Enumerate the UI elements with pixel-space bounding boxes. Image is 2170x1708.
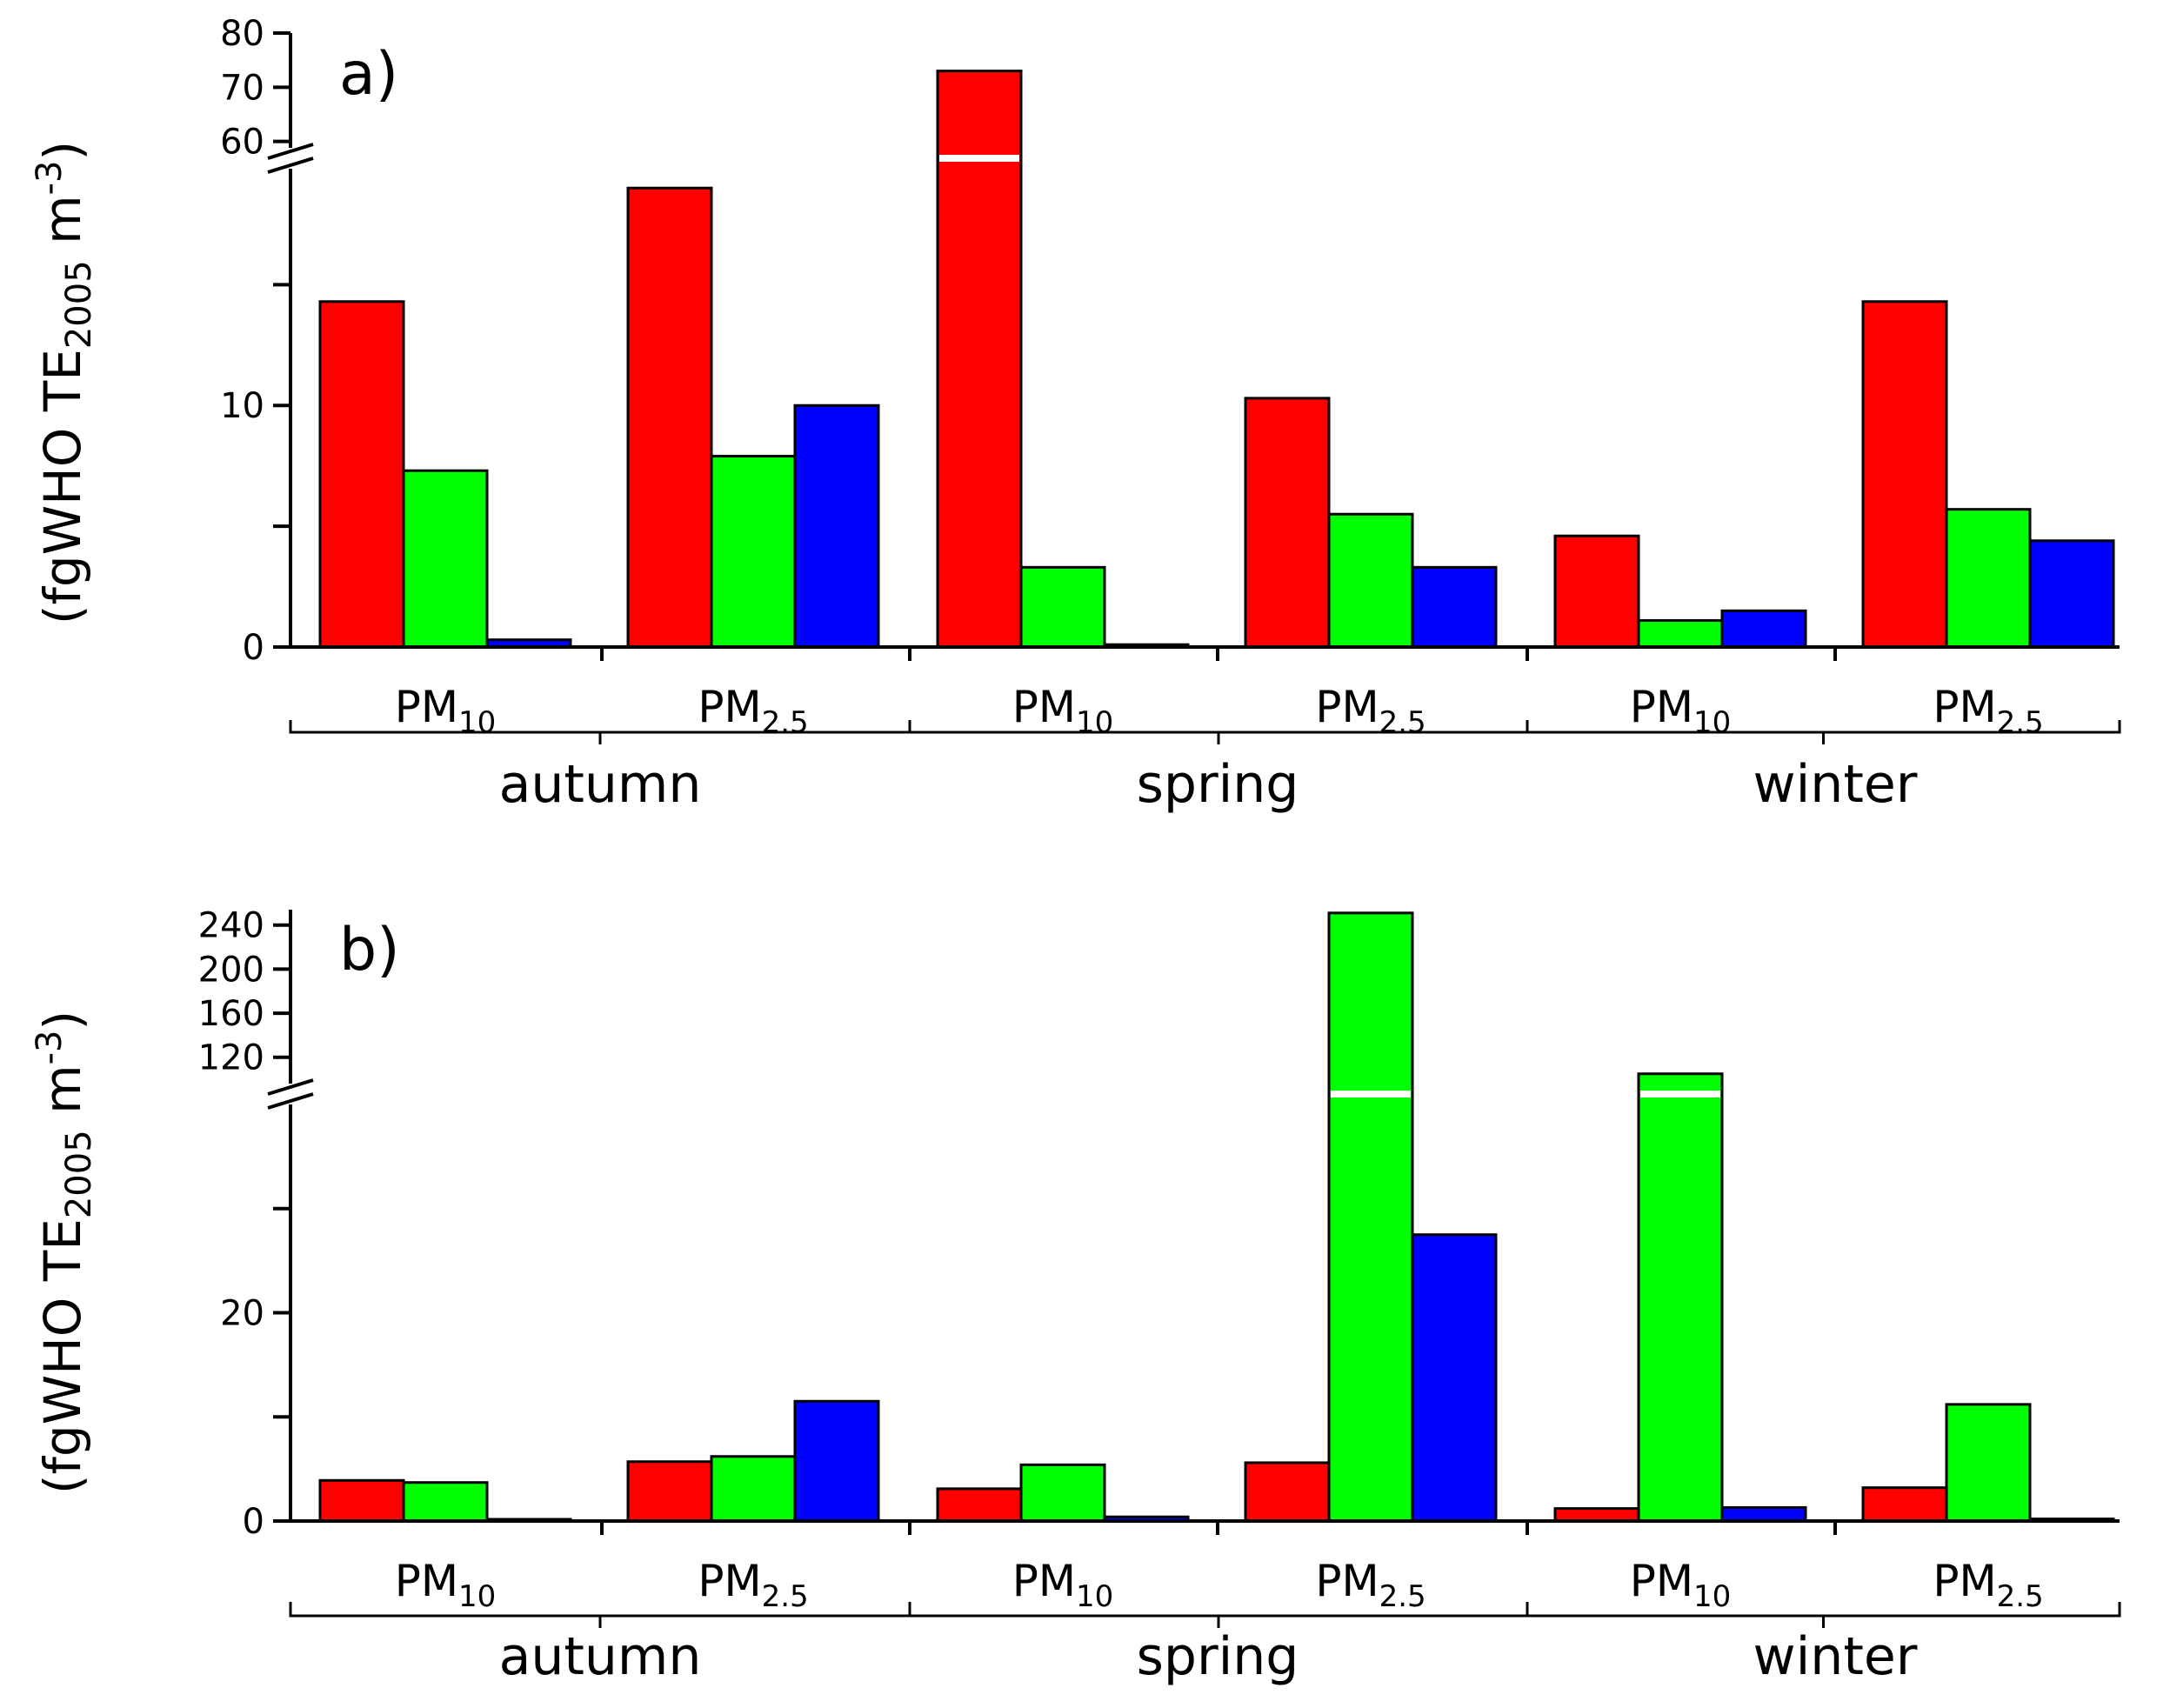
y-axis-break-mark xyxy=(267,157,314,174)
bar-autumn-pm2.5-blue xyxy=(793,1399,880,1523)
bar-winter-pm2.5-red xyxy=(1861,300,1948,649)
season-bracket xyxy=(1526,1602,2121,1628)
bar-winter-pm10-green xyxy=(1637,1072,1724,1523)
x-fraction-label: PM10 xyxy=(1630,1556,1732,1614)
bar-winter-pm10-green xyxy=(1637,618,1724,649)
season-bracket xyxy=(1526,720,2121,744)
y-axis-title: (fgWHO TE2005 m-3) xyxy=(30,1011,99,1494)
y-axis-break-mark xyxy=(267,143,314,160)
season-bracket xyxy=(908,720,1529,744)
bar-winter-pm2.5-red xyxy=(1861,1486,1948,1523)
y-axis-break-mark xyxy=(267,1092,314,1110)
x-fraction-label: PM2.5 xyxy=(1933,1556,2043,1614)
y-tick-label: 80 xyxy=(220,14,264,54)
bar-spring-pm2.5-green xyxy=(1327,512,1414,649)
y-tick-label: 200 xyxy=(198,950,264,990)
bar-spring-pm10-red-break-gap xyxy=(939,155,1019,162)
season-bracket xyxy=(908,1602,1529,1628)
bar-winter-pm10-blue xyxy=(1720,1505,1807,1523)
y-tick-label: 160 xyxy=(198,994,264,1034)
y-tick-label: 10 xyxy=(220,386,264,426)
y-tick-label: 0 xyxy=(243,628,264,668)
bar-spring-pm2.5-red xyxy=(1244,397,1331,649)
season-bracket xyxy=(289,720,911,744)
bar-spring-pm10-green xyxy=(1019,1463,1106,1523)
y-tick-label: 120 xyxy=(198,1038,264,1078)
panel-label: a) xyxy=(339,40,398,109)
bar-winter-pm10-red xyxy=(1553,1507,1640,1523)
bar-spring-pm2.5-green-break-gap xyxy=(1331,1091,1411,1098)
bar-spring-pm2.5-blue xyxy=(1411,1233,1498,1523)
season-label-winter: winter xyxy=(1753,754,1918,815)
bar-autumn-pm10-red xyxy=(318,1478,405,1523)
x-fraction-label: PM2.5 xyxy=(1315,682,1426,740)
x-fraction-label: PM10 xyxy=(1630,682,1732,740)
bar-winter-pm2.5-green xyxy=(1945,508,2032,649)
x-fraction-label: PM2.5 xyxy=(698,1556,808,1614)
x-fraction-label: PM10 xyxy=(395,1556,497,1614)
panel-label: b) xyxy=(339,916,400,984)
x-fraction-label: PM2.5 xyxy=(698,682,808,740)
y-tick-label: 60 xyxy=(220,123,264,163)
bar-autumn-pm2.5-red xyxy=(626,1460,713,1523)
bar-autumn-pm10-green xyxy=(402,469,489,649)
bar-autumn-pm10-red xyxy=(318,300,405,649)
x-fraction-label: PM10 xyxy=(395,682,497,740)
y-axis-break-mark xyxy=(267,1078,314,1096)
bar-autumn-pm2.5-red xyxy=(626,186,713,649)
x-fraction-label: PM2.5 xyxy=(1933,682,2043,740)
panel-a: 0 10 60 70 80 PM10 PM2.5 PM10 PM2.5 PM10 PM2.5 autu… xyxy=(30,14,2121,815)
bar-winter-pm10-green-break-gap xyxy=(1640,1091,1720,1098)
bar-spring-pm10-red xyxy=(936,1487,1023,1523)
season-label-autumn: autumn xyxy=(499,1626,702,1687)
bar-autumn-pm10-green xyxy=(402,1481,489,1523)
bar-winter-pm10-blue xyxy=(1720,609,1807,649)
bar-spring-pm10-red xyxy=(936,70,1023,649)
bar-autumn-pm2.5-green xyxy=(710,455,797,649)
y-tick-label: 20 xyxy=(220,1294,264,1334)
season-label-winter: winter xyxy=(1753,1626,1918,1687)
bar-winter-pm10-red xyxy=(1553,534,1640,649)
season-label-spring: spring xyxy=(1137,754,1299,815)
y-axis-title: (fgWHO TE2005 m-3) xyxy=(30,141,99,624)
bar-spring-pm10-green xyxy=(1019,565,1106,649)
bar-autumn-pm2.5-blue xyxy=(793,404,880,649)
y-tick-label: 0 xyxy=(243,1502,264,1542)
y-tick-label: 70 xyxy=(220,68,264,108)
bar-spring-pm2.5-blue xyxy=(1411,565,1498,649)
x-fraction-label: PM10 xyxy=(1012,1556,1114,1614)
x-fraction-label: PM2.5 xyxy=(1315,1556,1426,1614)
y-tick-label: 240 xyxy=(198,906,264,946)
x-fraction-label: PM10 xyxy=(1012,682,1114,740)
bar-winter-pm2.5-green xyxy=(1945,1403,2032,1523)
bar-winter-pm2.5-blue xyxy=(2028,539,2115,649)
season-bracket xyxy=(289,1602,911,1628)
season-label-spring: spring xyxy=(1137,1626,1299,1687)
bar-spring-pm2.5-red xyxy=(1244,1461,1331,1523)
bar-spring-pm2.5-green xyxy=(1327,911,1414,1523)
season-label-autumn: autumn xyxy=(499,754,702,815)
bar-autumn-pm2.5-green xyxy=(710,1455,797,1523)
